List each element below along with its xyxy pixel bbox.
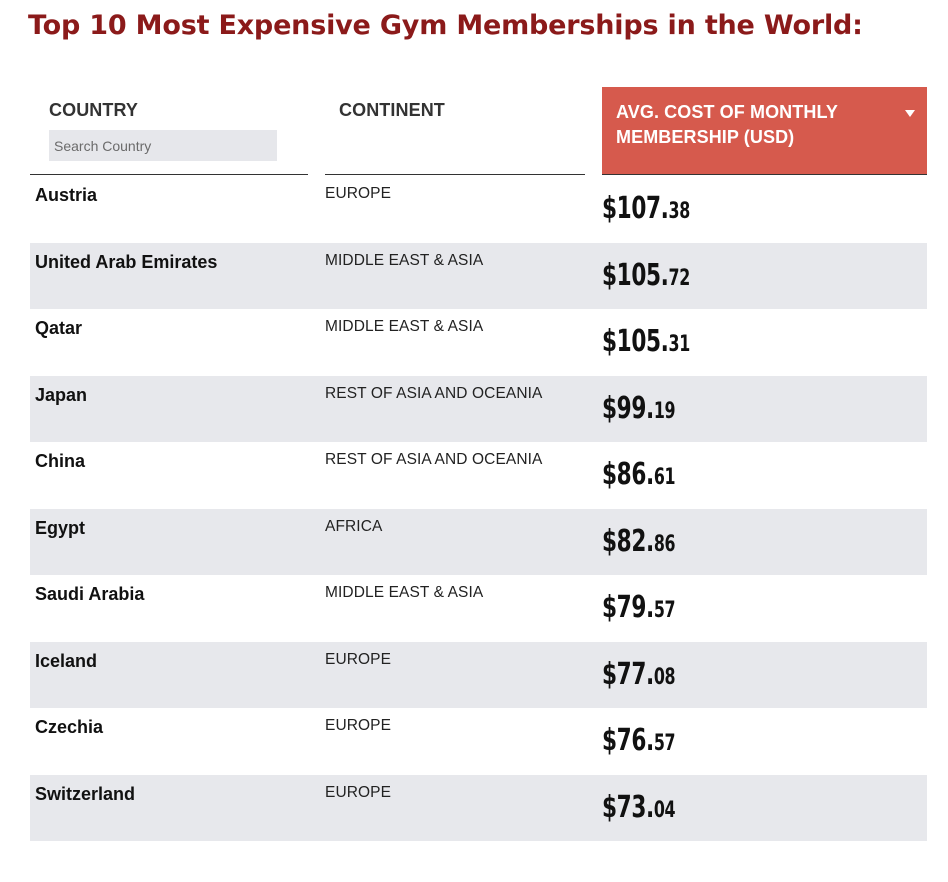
table-row: China REST OF ASIA AND OCEANIA $86.61 [30, 442, 927, 509]
continent-cell: MIDDLE EAST & ASIA [325, 584, 484, 601]
cost-cell: $82.86 [602, 523, 676, 559]
cost-cents: 08 [653, 664, 676, 690]
cost-cents: 31 [668, 332, 691, 357]
cost-cell: $86.61 [602, 457, 676, 492]
cost-dollars: $82. [602, 523, 654, 559]
cost-cents: 19 [653, 398, 676, 424]
continent-cell: REST OF ASIA AND OCEANIA [325, 384, 543, 402]
continent-column-header[interactable]: CONTINENT [325, 87, 585, 175]
table-row: Japan REST OF ASIA AND OCEANIA $99.19 [30, 375, 927, 442]
continent-header-label: CONTINENT [339, 100, 445, 120]
cost-column-header[interactable]: AVG. COST OF MONTHLY MEMBERSHIP (USD) [602, 87, 927, 175]
country-cell: Austria [35, 185, 98, 205]
continent-cell: REST OF ASIA AND OCEANIA [325, 451, 543, 468]
continent-cell: EUROPE [325, 650, 392, 668]
continent-cell: EUROPE [325, 185, 392, 202]
country-cell: Switzerland [35, 783, 136, 804]
continent-cell: MIDDLE EAST & ASIA [325, 251, 484, 269]
country-header-label: COUNTRY [49, 100, 139, 120]
membership-table: COUNTRY CONTINENT AVG. COST OF MONTHLY M… [30, 87, 927, 841]
cost-dollars: $86. [602, 457, 654, 492]
table-header: COUNTRY CONTINENT AVG. COST OF MONTHLY M… [30, 87, 927, 176]
cost-cents: 57 [653, 731, 676, 756]
cost-cents: 72 [668, 265, 691, 291]
page-title: Top 10 Most Expensive Gym Memberships in… [28, 10, 863, 41]
cost-cell: $107.38 [602, 191, 690, 226]
continent-cell: EUROPE [325, 783, 392, 801]
table-row: United Arab Emirates MIDDLE EAST & ASIA … [30, 242, 927, 309]
table-row: Egypt AFRICA $82.86 [30, 508, 927, 575]
cost-dollars: $79. [602, 590, 654, 625]
country-cell: Egypt [35, 517, 86, 538]
cost-dollars: $99. [602, 390, 654, 426]
cost-cents: 61 [653, 465, 676, 490]
cost-dollars: $107. [602, 191, 669, 226]
cost-header-label: AVG. COST OF MONTHLY MEMBERSHIP (USD) [616, 102, 838, 147]
search-country-input[interactable] [49, 130, 277, 161]
country-cell: Saudi Arabia [35, 584, 145, 604]
cost-dollars: $105. [602, 324, 669, 359]
table-row: Qatar MIDDLE EAST & ASIA $105.31 [30, 309, 927, 376]
cost-dollars: $76. [602, 723, 654, 758]
cost-cell: $77.08 [602, 656, 676, 692]
cost-cell: $73.04 [602, 789, 676, 825]
caret-down-icon[interactable] [905, 110, 915, 117]
cost-dollars: $77. [602, 656, 654, 692]
country-cell: China [35, 451, 86, 471]
country-cell: Czechia [35, 717, 104, 737]
continent-cell: MIDDLE EAST & ASIA [325, 318, 484, 335]
cost-cell: $79.57 [602, 590, 676, 625]
cost-cents: 57 [653, 598, 676, 623]
country-cell: Japan [35, 384, 88, 405]
continent-cell: EUROPE [325, 717, 392, 734]
table-row: Czechia EUROPE $76.57 [30, 708, 927, 775]
cost-dollars: $73. [602, 789, 654, 825]
cost-cell: $105.72 [602, 258, 690, 293]
table-row: Saudi Arabia MIDDLE EAST & ASIA $79.57 [30, 575, 927, 642]
table-row: Switzerland EUROPE $73.04 [30, 774, 927, 841]
country-cell: United Arab Emirates [35, 251, 218, 272]
continent-cell: AFRICA [325, 517, 383, 535]
cost-cents: 86 [653, 531, 676, 557]
country-cell: Iceland [35, 650, 98, 671]
country-cell: Qatar [35, 318, 83, 338]
cost-dollars: $105. [602, 257, 669, 293]
cost-cents: 04 [653, 797, 676, 823]
cost-cents: 38 [668, 199, 691, 224]
cost-cell: $99.19 [602, 390, 676, 426]
cost-cell: $105.31 [602, 324, 690, 359]
table-row: Austria EUROPE $107.38 [30, 176, 927, 243]
table-row: Iceland EUROPE $77.08 [30, 641, 927, 708]
cost-cell: $76.57 [602, 723, 676, 758]
country-column-header[interactable]: COUNTRY [30, 87, 308, 175]
